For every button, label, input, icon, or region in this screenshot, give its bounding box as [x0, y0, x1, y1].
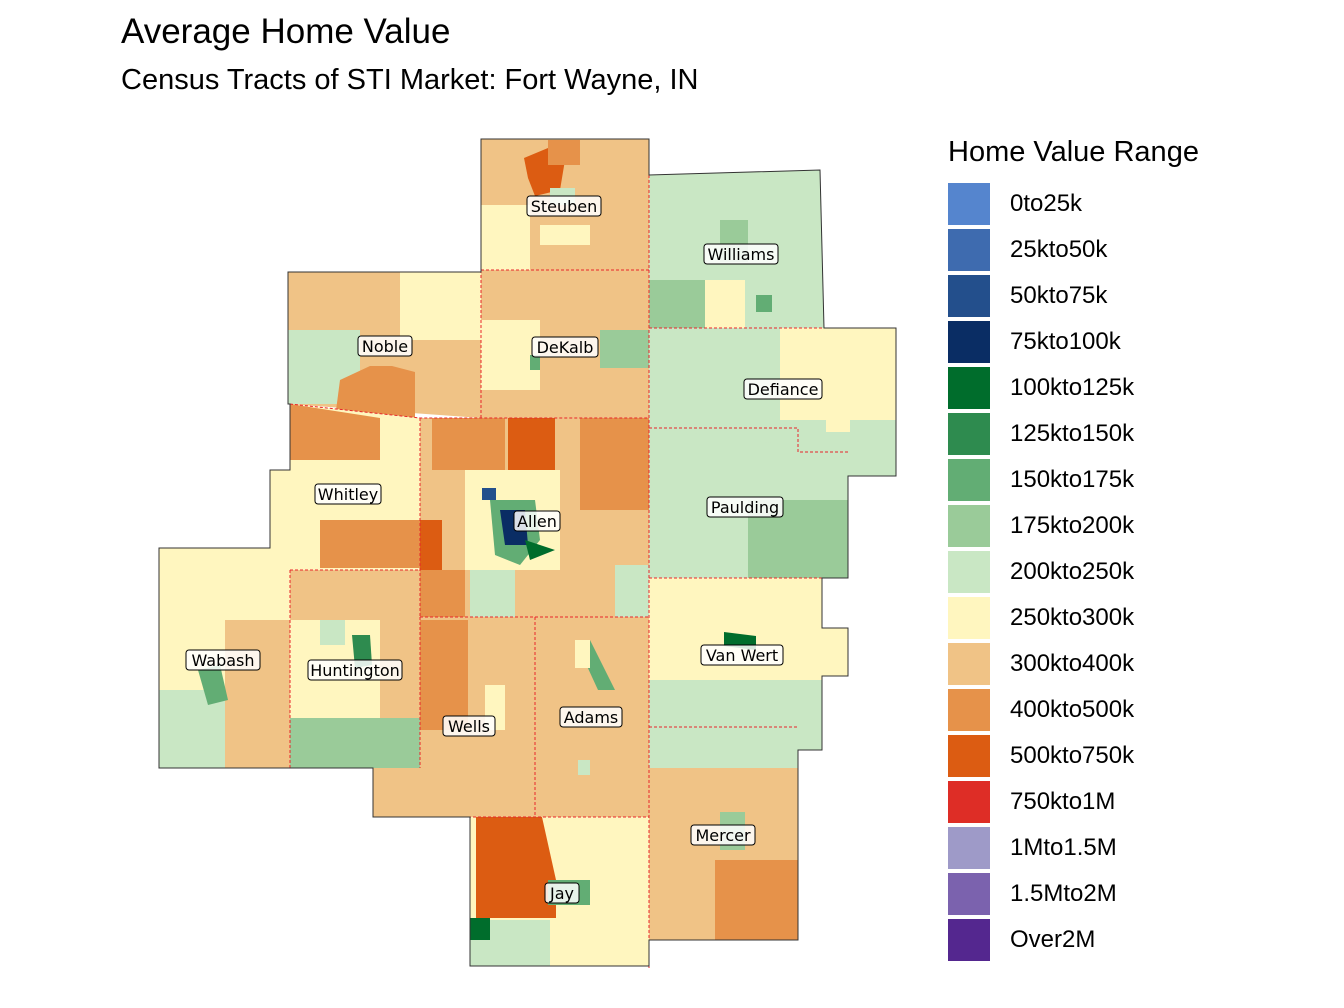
legend-item: 25kto50k: [948, 227, 1328, 273]
legend-item: 200kto250k: [948, 549, 1328, 595]
label-steuben: Steuben: [526, 195, 602, 217]
legend-item: 50kto75k: [948, 273, 1328, 319]
legend-label: 300kto400k: [1010, 650, 1135, 677]
label-mercer: Mercer: [690, 824, 756, 846]
legend-label: 25kto50k: [1010, 236, 1108, 263]
legend-swatch: [948, 735, 990, 777]
label-paulding: Paulding: [706, 496, 784, 518]
label-whitley: Whitley: [314, 483, 382, 505]
svg-text:Wells: Wells: [448, 717, 490, 736]
legend-swatch: [948, 321, 990, 363]
legend-item: 75kto100k: [948, 319, 1328, 365]
label-jay: Jay: [544, 882, 580, 904]
legend-label: 150kto175k: [1010, 466, 1135, 493]
legend-label: 75kto100k: [1010, 328, 1121, 355]
svg-text:Williams: Williams: [708, 245, 775, 264]
legend-label: 400kto500k: [1010, 696, 1135, 723]
svg-text:Whitley: Whitley: [318, 485, 378, 504]
svg-text:Wabash: Wabash: [191, 651, 254, 670]
legend-item: 150kto175k: [948, 457, 1328, 503]
label-wells: Wells: [442, 715, 496, 737]
legend-swatch: [948, 275, 990, 317]
legend-item: 0to25k: [948, 181, 1328, 227]
legend-label: 175kto200k: [1010, 512, 1135, 539]
legend-item: 100kto125k: [948, 365, 1328, 411]
legend-item: 750kto1M: [948, 779, 1328, 825]
legend-label: 0to25k: [1010, 190, 1083, 217]
legend-swatch: [948, 597, 990, 639]
legend-label: 100kto125k: [1010, 374, 1135, 401]
county-boundaries: [289, 175, 848, 968]
legend-swatch: [948, 183, 990, 225]
legend-item: 125kto150k: [948, 411, 1328, 457]
legend-rows: 0to25k 25kto50k 50kto75k 75kto100k 100kto125…: [948, 181, 1328, 963]
svg-text:Mercer: Mercer: [695, 826, 751, 845]
label-huntington: Huntington: [307, 659, 403, 681]
legend-title: Home Value Range: [948, 136, 1199, 168]
svg-text:DeKalb: DeKalb: [537, 338, 594, 357]
legend-label: 1.5Mto2M: [1010, 880, 1117, 907]
legend-swatch: [948, 643, 990, 685]
legend-swatch: [948, 781, 990, 823]
legend-item: 175kto200k: [948, 503, 1328, 549]
map-title: Average Home Value: [121, 12, 451, 51]
svg-text:Noble: Noble: [362, 337, 408, 356]
legend-swatch: [948, 919, 990, 961]
county-labels: Steuben Williams Noble DeKalb Defiance W…: [185, 195, 823, 904]
legend-swatch: [948, 689, 990, 731]
legend-label: 250kto300k: [1010, 604, 1135, 631]
label-van-wert: Van Wert: [700, 644, 784, 666]
legend-item: 400kto500k: [948, 687, 1328, 733]
legend-item: Over2M: [948, 917, 1328, 963]
svg-text:Paulding: Paulding: [711, 498, 779, 517]
svg-text:Defiance: Defiance: [748, 380, 819, 399]
legend-label: Over2M: [1010, 926, 1096, 953]
svg-text:Huntington: Huntington: [310, 661, 400, 680]
svg-text:Van Wert: Van Wert: [706, 646, 778, 665]
legend-label: 50kto75k: [1010, 282, 1108, 309]
label-noble: Noble: [357, 335, 413, 357]
svg-text:Jay: Jay: [549, 884, 574, 903]
legend-label: 500kto750k: [1010, 742, 1135, 769]
legend-label: 750kto1M: [1010, 788, 1116, 815]
legend-swatch: [948, 229, 990, 271]
legend-label: 200kto250k: [1010, 558, 1135, 585]
legend-item: 300kto400k: [948, 641, 1328, 687]
legend-label: 1Mto1.5M: [1010, 834, 1117, 861]
legend-swatch: [948, 827, 990, 869]
legend-swatch: [948, 551, 990, 593]
legend-swatch: [948, 413, 990, 455]
map-subtitle: Census Tracts of STI Market: Fort Wayne,…: [121, 64, 699, 96]
label-allen: Allen: [513, 510, 561, 532]
legend-swatch: [948, 505, 990, 547]
svg-text:Adams: Adams: [564, 708, 619, 727]
legend-swatch: [948, 873, 990, 915]
legend-swatch: [948, 459, 990, 501]
label-williams: Williams: [703, 243, 779, 265]
market-outline: [158, 138, 897, 967]
svg-text:Allen: Allen: [517, 512, 557, 531]
legend: Home Value Range 0to25k 25kto50k 50kto75k 7…: [948, 136, 1328, 963]
legend-item: 1.5Mto2M: [948, 871, 1328, 917]
label-defiance: Defiance: [743, 378, 823, 400]
svg-text:Steuben: Steuben: [531, 197, 598, 216]
legend-item: 250kto300k: [948, 595, 1328, 641]
label-adams: Adams: [559, 706, 623, 728]
legend-swatch: [948, 367, 990, 409]
legend-item: 1Mto1.5M: [948, 825, 1328, 871]
legend-label: 125kto150k: [1010, 420, 1135, 447]
label-wabash: Wabash: [185, 649, 261, 671]
legend-item: 500kto750k: [948, 733, 1328, 779]
label-dekalb: DeKalb: [531, 336, 599, 358]
